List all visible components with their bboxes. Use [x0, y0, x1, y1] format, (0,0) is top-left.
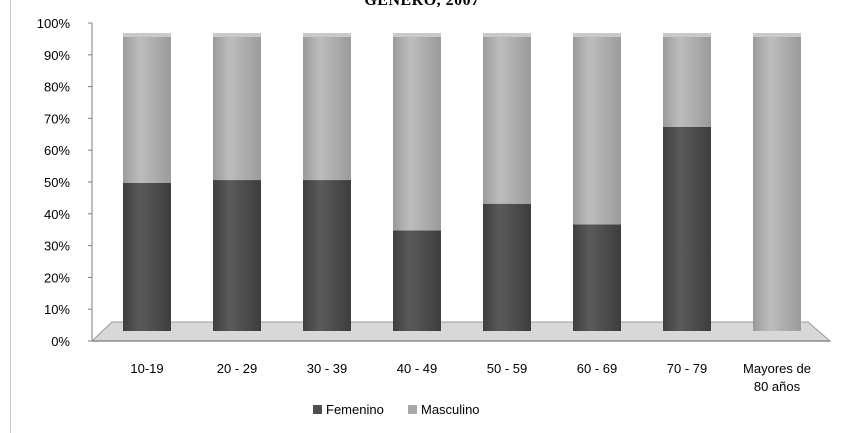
bar-femenino: [573, 224, 621, 331]
bar-segment-masculino: [753, 35, 801, 331]
bar-segment-masculino: [483, 35, 531, 204]
x-category-label: 50 - 59: [487, 361, 527, 376]
bar-femenino: [123, 183, 171, 331]
bar-top-cap: [573, 33, 621, 37]
legend-swatch-masculino: [408, 405, 417, 414]
bar-femenino: [663, 126, 711, 331]
y-tick-label: 80%: [44, 80, 70, 95]
y-tick-label: 40%: [44, 207, 70, 222]
bar-masculino: [393, 33, 441, 231]
y-tick-label: 10%: [44, 302, 70, 317]
x-category-label: 60 - 69: [577, 361, 617, 376]
x-category-label-line: 70 - 79: [667, 361, 707, 376]
bar-femenino: [483, 203, 531, 331]
chart-frame: [10, 0, 844, 433]
y-tick-label: 30%: [44, 239, 70, 254]
x-category-label: Mayores de 80 años: [743, 361, 811, 394]
x-category-label: 30 - 39: [307, 361, 347, 376]
bar-top-cap: [753, 33, 801, 37]
bar-top-cap: [213, 33, 261, 37]
x-category-label-line: Mayores de: [743, 361, 811, 376]
y-tick-label: 0%: [51, 334, 70, 349]
bar-segment-masculino: [663, 35, 711, 127]
legend-swatch-femenino: [313, 405, 322, 414]
chart-title: GENERO, 2007: [364, 0, 480, 9]
bar-masculino: [123, 33, 171, 183]
x-category-label-line: 10-19: [130, 361, 163, 376]
bar-masculino: [663, 33, 711, 127]
bar-segment-femenino: [663, 126, 711, 331]
bar-masculino: [753, 33, 801, 331]
bar-segment-masculino: [573, 35, 621, 225]
bar-segment-femenino: [123, 183, 171, 331]
bar-top-cap: [483, 33, 531, 37]
bar-femenino: [213, 180, 261, 331]
x-category-label-line: 50 - 59: [487, 361, 527, 376]
bar-segment-masculino: [123, 35, 171, 183]
bar-top-cap: [663, 33, 711, 37]
bar-segment-femenino: [483, 203, 531, 331]
bar-segment-masculino: [393, 35, 441, 231]
bar-top-cap: [393, 33, 441, 37]
y-tick-label: 60%: [44, 143, 70, 158]
y-tick-label: 50%: [44, 175, 70, 190]
x-category-label: 40 - 49: [397, 361, 437, 376]
x-category-label-line: 20 - 29: [217, 361, 257, 376]
bar-masculino: [483, 33, 531, 204]
bar-masculino: [213, 33, 261, 181]
x-category-label: 70 - 79: [667, 361, 707, 376]
y-tick-label: 90%: [44, 48, 70, 63]
y-tick-label: 100%: [37, 16, 71, 31]
bar-segment-masculino: [213, 35, 261, 181]
x-category-label-line: 30 - 39: [307, 361, 347, 376]
bar-top-cap: [303, 33, 351, 37]
bar-segment-masculino: [303, 35, 351, 181]
x-category-label: 20 - 29: [217, 361, 257, 376]
bar-femenino: [303, 180, 351, 331]
bar-masculino: [303, 33, 351, 181]
x-category-label-line: 80 años: [754, 379, 801, 394]
bar-segment-femenino: [213, 180, 261, 331]
chart-floor: [90, 321, 832, 342]
legend-label-femenino: Femenino: [326, 402, 384, 417]
legend-label-masculino: Masculino: [421, 402, 480, 417]
x-category-label: 10-19: [130, 361, 163, 376]
bar-segment-femenino: [573, 224, 621, 331]
y-tick-label: 20%: [44, 270, 70, 285]
bar-masculino: [573, 33, 621, 225]
y-tick-label: 70%: [44, 111, 70, 126]
bar-femenino: [393, 230, 441, 331]
bar-segment-femenino: [303, 180, 351, 331]
bar-segment-femenino: [393, 230, 441, 331]
x-category-label-line: 60 - 69: [577, 361, 617, 376]
bar-top-cap: [123, 33, 171, 37]
x-category-label-line: 40 - 49: [397, 361, 437, 376]
